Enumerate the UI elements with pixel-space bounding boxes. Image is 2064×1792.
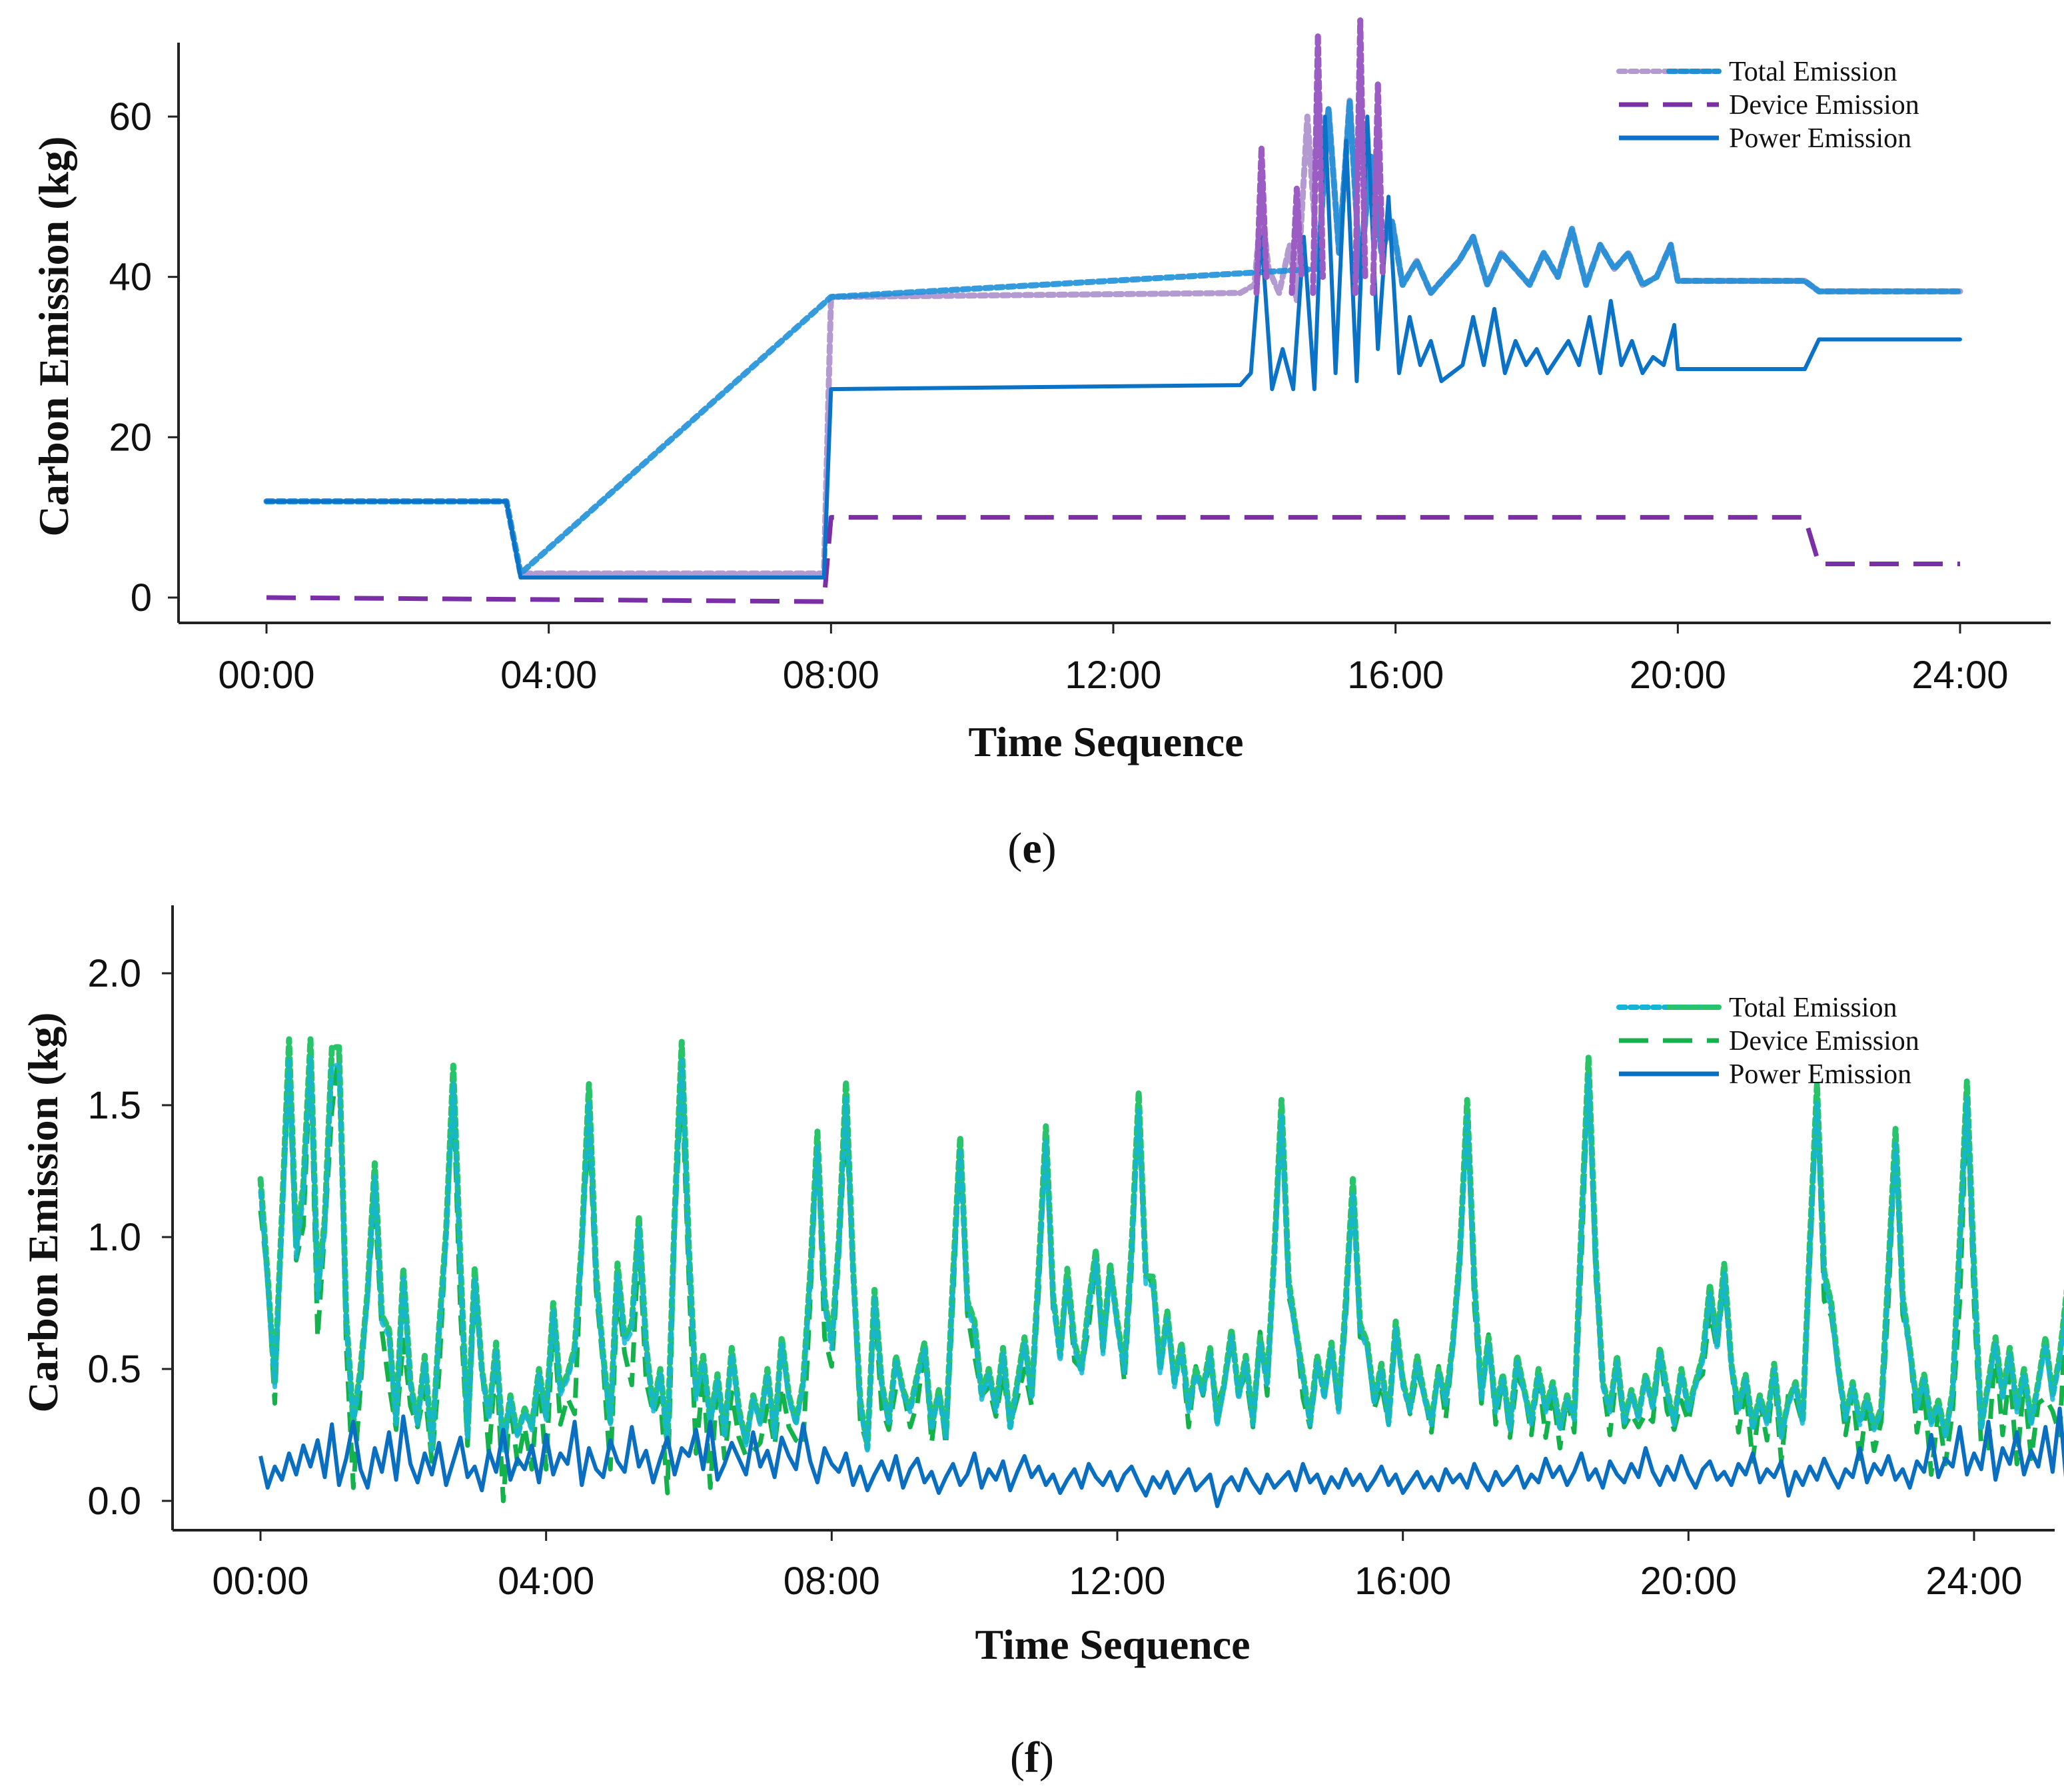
legend-label: Device Emission bbox=[1729, 1026, 1919, 1057]
series-line-1 bbox=[266, 515, 1960, 604]
panel-label: (f) bbox=[1010, 1733, 1054, 1782]
y-tick-label: 20 bbox=[109, 416, 152, 459]
y-tick-label: 2.0 bbox=[87, 952, 141, 995]
legend-label: Power Emission bbox=[1729, 1059, 1911, 1090]
legend-label: Total Emission bbox=[1729, 993, 1897, 1023]
panel-label: (e) bbox=[1007, 824, 1056, 873]
x-tick-label: 00:00 bbox=[218, 654, 314, 697]
x-tick-label: 08:00 bbox=[783, 1560, 880, 1603]
y-tick-label: 1.5 bbox=[87, 1084, 141, 1127]
y-tick-label: 1.0 bbox=[87, 1216, 141, 1259]
x-tick-label: 04:00 bbox=[498, 1560, 594, 1603]
chart-panel-f: 00:00 04:00 08:00 12:00 16:00 20:00 24:00 0.0 0.… bbox=[19, 905, 2064, 1782]
x-tick-label: 00:00 bbox=[212, 1560, 308, 1603]
x-tick-label: 20:00 bbox=[1640, 1560, 1737, 1603]
y-tick-label: 40 bbox=[109, 256, 152, 299]
x-axis-title: Time Sequence bbox=[968, 718, 1243, 765]
chart-panel-e: 00:00 04:00 08:00 12:00 16:00 20:00 24:00 0 20 40… bbox=[30, 17, 2051, 873]
x-tick-label: 04:00 bbox=[500, 654, 597, 697]
series-line-0 bbox=[263, 97, 1963, 577]
series-peak bbox=[1357, 17, 1368, 280]
x-tick-label: 08:00 bbox=[783, 654, 879, 697]
series-line-2 bbox=[258, 1406, 2064, 1508]
legend-label: Device Emission bbox=[1729, 90, 1919, 121]
series-peak bbox=[1314, 33, 1326, 280]
series-peak bbox=[1293, 185, 1305, 280]
legend-label: Total Emission bbox=[1729, 57, 1897, 87]
series-peak bbox=[1374, 81, 1386, 280]
y-tick-label: 0.0 bbox=[87, 1480, 141, 1523]
legend-label: Power Emission bbox=[1729, 123, 1911, 154]
series-line-1 bbox=[258, 1047, 2064, 1504]
y-tick-label: 60 bbox=[109, 95, 152, 139]
x-tick-label: 12:00 bbox=[1065, 654, 1161, 697]
series-line-0 bbox=[263, 97, 1963, 577]
series-line-2 bbox=[264, 115, 1962, 580]
x-tick-label: 16:00 bbox=[1354, 1560, 1451, 1603]
x-tick-label: 24:00 bbox=[1925, 1560, 2022, 1603]
x-tick-label: 12:00 bbox=[1069, 1560, 1165, 1603]
series-peak bbox=[1258, 145, 1270, 280]
x-tick-label: 24:00 bbox=[1911, 654, 2008, 697]
y-tick-label: 0.5 bbox=[87, 1348, 141, 1391]
x-tick-label: 20:00 bbox=[1630, 654, 1726, 697]
y-tick-label: 0 bbox=[131, 576, 152, 620]
y-axis-title: Carbon Emission (kg) bbox=[19, 1013, 67, 1413]
x-axis-title: Time Sequence bbox=[975, 1621, 1250, 1668]
series-line-0 bbox=[258, 1055, 2064, 1453]
x-tick-label: 16:00 bbox=[1347, 654, 1444, 697]
y-axis-title: Carbon Emission (kg) bbox=[30, 137, 77, 537]
